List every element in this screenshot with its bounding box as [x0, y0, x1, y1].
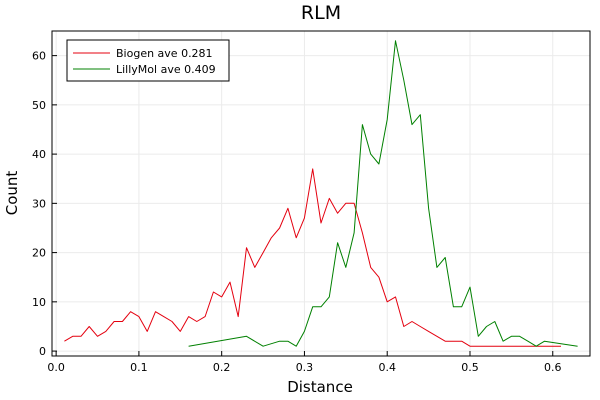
y-tick-label: 50: [32, 99, 46, 112]
legend: Biogen ave 0.281 LillyMol ave 0.409: [66, 39, 230, 82]
series-line-lillymol: [188, 40, 578, 347]
y-tick-label: 60: [32, 50, 46, 63]
y-tick-label: 40: [32, 148, 46, 161]
y-tick-label: 20: [32, 247, 46, 260]
y-tick-label: 30: [32, 197, 46, 210]
legend-box: [66, 39, 230, 82]
legend-label-lillymol: LillyMol ave 0.409: [116, 63, 216, 76]
x-tick-label: 0.2: [213, 361, 231, 374]
x-tick-label: 0.4: [378, 361, 396, 374]
chart-title: RLM: [301, 2, 341, 24]
series-lines: [64, 40, 578, 347]
x-tick-label: 0.6: [544, 361, 562, 374]
y-tick-label: 10: [32, 296, 46, 309]
y-axis-label: Count: [3, 171, 21, 216]
plot-frame: [51, 30, 591, 357]
x-tick-label: 0.5: [461, 361, 479, 374]
x-tick-label: 0.0: [47, 361, 65, 374]
series-line-biogen: [64, 168, 561, 347]
y-axis-ticks: 0 10 20 30 40 50 60: [32, 50, 57, 358]
grid: [52, 31, 590, 356]
x-tick-label: 0.1: [130, 361, 148, 374]
x-axis-label: Distance: [287, 378, 353, 396]
x-tick-label: 0.3: [296, 361, 314, 374]
legend-label-biogen: Biogen ave 0.281: [116, 47, 213, 60]
x-axis-ticks: 0.0 0.1 0.2 0.3 0.4 0.5 0.6: [47, 351, 562, 374]
y-tick-label: 0: [39, 345, 46, 358]
